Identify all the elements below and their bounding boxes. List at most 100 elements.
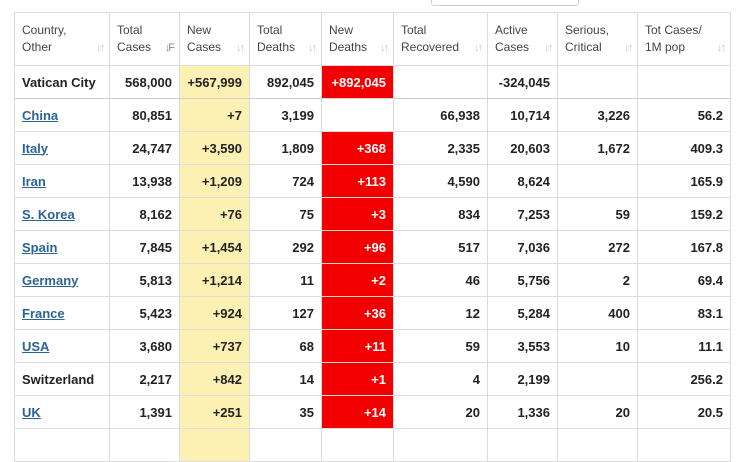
cell-tot-cases-per-1m: 165.9 xyxy=(637,164,731,198)
cell-active-cases xyxy=(487,428,558,462)
cell-total-cases: 5,423 xyxy=(109,296,180,330)
column-header-total-recovered[interactable]: Total Recovered ↓↑ xyxy=(393,12,488,66)
cell-country-other: Iran xyxy=(14,164,110,198)
column-header-label: Total Recovered xyxy=(401,23,460,54)
cell-total-deaths: 35 xyxy=(249,395,322,429)
cell-new-deaths: +113 xyxy=(321,164,394,198)
sort-arrows-icon[interactable]: ↓↑ xyxy=(236,42,245,54)
cell-active-cases: 8,624 xyxy=(487,164,558,198)
cell-active-cases: 7,253 xyxy=(487,197,558,231)
column-header-new-cases[interactable]: New Cases ↓↑ xyxy=(179,12,250,66)
cell-total-deaths: 3,199 xyxy=(249,98,322,132)
column-header-total-cases[interactable]: Total Cases ↓F xyxy=(109,12,180,66)
cell-country-other: Switzerland xyxy=(14,362,110,396)
country-link[interactable]: UK xyxy=(22,404,41,420)
sort-arrows-icon[interactable]: ↓↑ xyxy=(717,42,726,54)
cell-country-other: USA xyxy=(14,329,110,363)
cell-total-recovered: 517 xyxy=(393,230,488,264)
cell-tot-cases-per-1m: 20.5 xyxy=(637,395,731,429)
cell-new-cases: +842 xyxy=(179,362,250,396)
table-row: S. Korea 8,162 +76 75 +3 834 7,253 59 159.2 xyxy=(14,197,731,231)
country-link[interactable]: USA xyxy=(22,338,50,354)
sort-arrows-icon[interactable]: ↓↑ xyxy=(624,42,633,54)
sort-arrows-icon[interactable]: ↓↑ xyxy=(544,42,553,54)
cell-tot-cases-per-1m: 83.1 xyxy=(637,296,731,330)
table-row: USA 3,680 +737 68 +11 59 3,553 10 11.1 xyxy=(14,329,731,363)
cell-new-cases: +567,999 xyxy=(179,65,250,99)
cell-total-recovered: 2,335 xyxy=(393,131,488,165)
cell-new-deaths: +96 xyxy=(321,230,394,264)
country-link[interactable]: S. Korea xyxy=(22,206,75,222)
column-header-label: Country, Other xyxy=(22,23,67,54)
country-link[interactable]: Iran xyxy=(22,173,46,189)
cell-serious-critical: 10 xyxy=(557,329,638,363)
table-header-row: Country, Other ↓↑ Total Cases ↓F New Cases ↓↑… xyxy=(14,12,731,66)
cell-serious-critical xyxy=(557,428,638,462)
column-header-active-cases[interactable]: Active Cases ↓↑ xyxy=(487,12,558,66)
table-row: UK 1,391 +251 35 +14 20 1,336 20 20.5 xyxy=(14,395,731,429)
cell-total-cases: 8,162 xyxy=(109,197,180,231)
cell-new-deaths xyxy=(321,428,394,462)
table-row: Vatican City 568,000 +567,999 892,045 +892,0… xyxy=(14,65,731,99)
cell-serious-critical: 272 xyxy=(557,230,638,264)
cell-serious-critical: 3,226 xyxy=(557,98,638,132)
column-header-label: New Cases xyxy=(187,23,222,54)
column-header-tot-cases-per-1m[interactable]: Tot Cases/ 1M pop ↓↑ xyxy=(637,12,731,66)
cell-tot-cases-per-1m: 11.1 xyxy=(637,329,731,363)
cell-new-cases: +1,214 xyxy=(179,263,250,297)
cell-active-cases: 20,603 xyxy=(487,131,558,165)
column-header-country-other[interactable]: Country, Other ↓↑ xyxy=(14,12,110,66)
country-link[interactable]: France xyxy=(22,305,65,321)
cell-serious-critical: 59 xyxy=(557,197,638,231)
cell-country-other: France xyxy=(14,296,110,330)
cell-active-cases: 2,199 xyxy=(487,362,558,396)
cell-total-cases: 3,680 xyxy=(109,329,180,363)
cell-active-cases: 7,036 xyxy=(487,230,558,264)
cell-serious-critical: 1,672 xyxy=(557,131,638,165)
cell-active-cases: 5,284 xyxy=(487,296,558,330)
country-link[interactable]: Germany xyxy=(22,272,79,288)
sort-arrows-icon[interactable]: ↓↑ xyxy=(474,42,483,54)
cell-total-recovered xyxy=(393,428,488,462)
table-row: Italy 24,747 +3,590 1,809 +368 2,335 20,603 1,6… xyxy=(14,131,731,165)
column-header-total-deaths[interactable]: Total Deaths ↓↑ xyxy=(249,12,322,66)
cell-new-deaths: +368 xyxy=(321,131,394,165)
search-box-edge[interactable] xyxy=(431,0,579,6)
table-body: Vatican City 568,000 +567,999 892,045 +892,0… xyxy=(14,65,731,462)
cell-tot-cases-per-1m xyxy=(637,65,731,99)
cell-new-cases: +924 xyxy=(179,296,250,330)
sort-arrows-icon[interactable]: ↓↑ xyxy=(96,42,105,54)
cell-country-other: Italy xyxy=(14,131,110,165)
sort-arrows-icon[interactable]: ↓F xyxy=(164,42,175,54)
cell-total-cases: 24,747 xyxy=(109,131,180,165)
country-link[interactable]: Italy xyxy=(22,140,49,156)
table-row: China 80,851 +7 3,199 66,938 10,714 3,226 56.2 xyxy=(14,98,731,132)
cell-new-deaths: +11 xyxy=(321,329,394,363)
column-header-new-deaths[interactable]: New Deaths ↓↑ xyxy=(321,12,394,66)
cell-active-cases: 3,553 xyxy=(487,329,558,363)
table-row: Switzerland 2,217 +842 14 +1 4 2,199 256.2 xyxy=(14,362,731,396)
column-header-serious-critical[interactable]: Serious, Critical ↓↑ xyxy=(557,12,638,66)
cell-tot-cases-per-1m: 256.2 xyxy=(637,362,731,396)
cell-total-deaths: 724 xyxy=(249,164,322,198)
cell-total-cases: 5,813 xyxy=(109,263,180,297)
cell-country-other xyxy=(14,428,110,462)
cell-country-other: UK xyxy=(14,395,110,429)
cell-country-other: Spain xyxy=(14,230,110,264)
country-link[interactable]: China xyxy=(22,107,59,123)
cell-total-recovered xyxy=(393,65,488,99)
cell-total-deaths xyxy=(249,428,322,462)
cell-active-cases: 5,756 xyxy=(487,263,558,297)
cell-total-recovered: 834 xyxy=(393,197,488,231)
coronavirus-stats-table: Country, Other ↓↑ Total Cases ↓F New Cases ↓↑… xyxy=(14,12,731,462)
cell-tot-cases-per-1m: 56.2 xyxy=(637,98,731,132)
cell-new-cases: +3,590 xyxy=(179,131,250,165)
cell-total-deaths: 14 xyxy=(249,362,322,396)
country-link[interactable]: Spain xyxy=(22,239,58,255)
sort-arrows-icon[interactable]: ↓↑ xyxy=(380,42,389,54)
column-header-label: Total Deaths xyxy=(257,23,296,54)
cell-total-deaths: 68 xyxy=(249,329,322,363)
cell-total-cases: 2,217 xyxy=(109,362,180,396)
sort-arrows-icon[interactable]: ↓↑ xyxy=(308,42,317,54)
cell-new-deaths: +2 xyxy=(321,263,394,297)
